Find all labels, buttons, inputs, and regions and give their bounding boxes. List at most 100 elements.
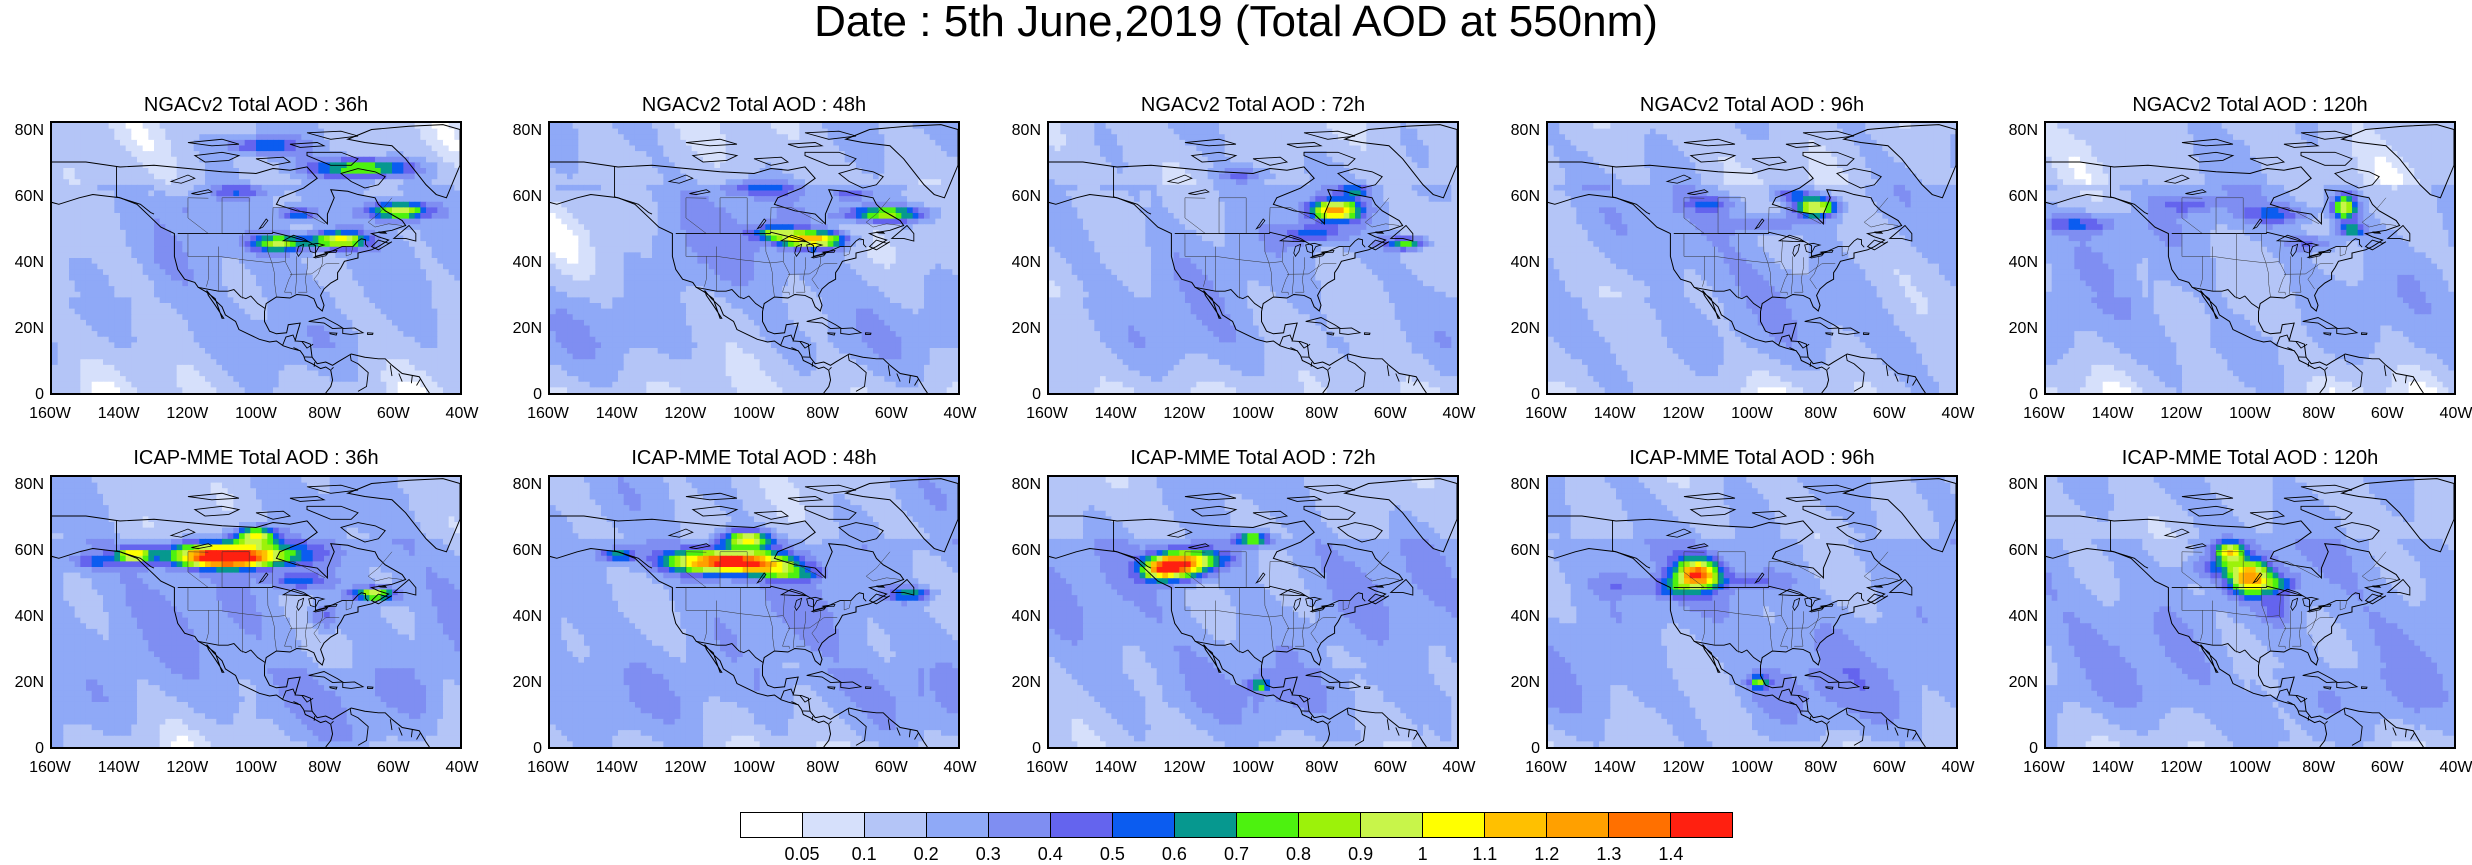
lat-tick-label: 60N	[502, 542, 542, 560]
lon-tick-label: 120W	[2151, 759, 2211, 777]
aod-map	[548, 475, 960, 749]
lat-tick-label: 0	[502, 386, 542, 404]
lat-tick-label: 40N	[4, 254, 44, 272]
colorbar-box	[1671, 813, 1732, 837]
lon-tick-label: 80W	[793, 759, 853, 777]
lon-tick-label: 60W	[1859, 759, 1919, 777]
map-canvas	[1049, 477, 1457, 747]
aod-map	[2044, 121, 2456, 395]
lon-tick-label: 60W	[1859, 405, 1919, 423]
lat-tick-label: 80N	[1001, 476, 1041, 494]
lat-tick-label: 40N	[502, 608, 542, 626]
map-canvas	[550, 123, 958, 393]
lon-tick-label: 40W	[432, 405, 492, 423]
panel-title: NGACv2 Total AOD : 120h	[1994, 94, 2472, 117]
panel-title: NGACv2 Total AOD : 36h	[0, 94, 512, 117]
lon-tick-label: 100W	[1722, 759, 1782, 777]
lat-tick-label: 20N	[502, 320, 542, 338]
lon-tick-label: 100W	[1722, 405, 1782, 423]
aod-cells	[1049, 477, 1457, 747]
lat-tick-label: 60N	[1998, 188, 2038, 206]
aod-cells	[2046, 477, 2454, 747]
lat-tick-label: 80N	[1500, 476, 1540, 494]
aod-map	[2044, 475, 2456, 749]
lat-tick-label: 40N	[4, 608, 44, 626]
lon-tick-label: 120W	[157, 405, 217, 423]
map-canvas	[2046, 123, 2454, 393]
lon-tick-label: 60W	[363, 405, 423, 423]
lon-tick-label: 100W	[226, 759, 286, 777]
map-canvas	[52, 477, 460, 747]
lon-tick-label: 60W	[861, 759, 921, 777]
lon-tick-label: 160W	[1516, 405, 1576, 423]
lat-tick-label: 80N	[4, 476, 44, 494]
lat-tick-label: 0	[4, 740, 44, 758]
map-canvas	[2046, 477, 2454, 747]
aod-cells	[1049, 123, 1457, 393]
lat-tick-label: 60N	[4, 188, 44, 206]
map-canvas	[1049, 123, 1457, 393]
map-canvas	[1548, 123, 1956, 393]
colorbar-box	[1113, 813, 1175, 837]
lat-tick-label: 20N	[1001, 320, 1041, 338]
lat-tick-label: 20N	[502, 674, 542, 692]
lon-tick-label: 40W	[432, 759, 492, 777]
lon-tick-label: 140W	[1086, 759, 1146, 777]
lon-tick-label: 120W	[655, 405, 715, 423]
aod-cells	[550, 477, 958, 747]
lon-tick-label: 80W	[1791, 405, 1851, 423]
lat-tick-label: 20N	[1500, 674, 1540, 692]
aod-map	[1047, 121, 1459, 395]
colorbar-box	[927, 813, 989, 837]
aod-cells	[550, 123, 958, 393]
lon-tick-label: 40W	[930, 405, 990, 423]
map-canvas	[52, 123, 460, 393]
lon-tick-label: 160W	[2014, 759, 2074, 777]
lon-tick-label: 160W	[20, 759, 80, 777]
lat-tick-label: 60N	[1001, 188, 1041, 206]
lon-tick-label: 40W	[1928, 405, 1988, 423]
lat-tick-label: 0	[1998, 386, 2038, 404]
panel-title: NGACv2 Total AOD : 96h	[1496, 94, 2008, 117]
colorbar-box	[1423, 813, 1485, 837]
colorbar-box	[1175, 813, 1237, 837]
lat-tick-label: 0	[1001, 740, 1041, 758]
lat-tick-label: 60N	[4, 542, 44, 560]
lon-tick-label: 40W	[1429, 405, 1489, 423]
lon-tick-label: 60W	[2357, 759, 2417, 777]
lon-tick-label: 160W	[20, 405, 80, 423]
colorbar-box	[1361, 813, 1423, 837]
lon-tick-label: 140W	[587, 405, 647, 423]
lon-tick-label: 160W	[518, 759, 578, 777]
aod-map	[50, 121, 462, 395]
lon-tick-label: 120W	[655, 759, 715, 777]
lon-tick-label: 140W	[1086, 405, 1146, 423]
lon-tick-label: 80W	[1292, 759, 1352, 777]
aod-cells	[52, 477, 460, 747]
lat-tick-label: 0	[1500, 386, 1540, 404]
colorbar-box	[1547, 813, 1609, 837]
lon-tick-label: 160W	[1017, 405, 1077, 423]
lat-tick-label: 0	[1500, 740, 1540, 758]
colorbar-box	[741, 813, 803, 837]
lon-tick-label: 100W	[724, 759, 784, 777]
aod-map	[1546, 121, 1958, 395]
lat-tick-label: 60N	[1998, 542, 2038, 560]
colorbar-box	[1237, 813, 1299, 837]
lat-tick-label: 60N	[502, 188, 542, 206]
panel-title: NGACv2 Total AOD : 48h	[498, 94, 1010, 117]
lon-tick-label: 100W	[1223, 759, 1283, 777]
map-canvas	[550, 477, 958, 747]
lon-tick-label: 120W	[1154, 759, 1214, 777]
aod-map	[1047, 475, 1459, 749]
lat-tick-label: 40N	[1500, 608, 1540, 626]
lon-tick-label: 80W	[2289, 405, 2349, 423]
lon-tick-label: 80W	[295, 405, 355, 423]
lon-tick-label: 40W	[1928, 759, 1988, 777]
lon-tick-label: 100W	[226, 405, 286, 423]
panel-title: NGACv2 Total AOD : 72h	[997, 94, 1509, 117]
aod-map	[548, 121, 960, 395]
lon-tick-label: 160W	[2014, 405, 2074, 423]
lat-tick-label: 80N	[1001, 122, 1041, 140]
